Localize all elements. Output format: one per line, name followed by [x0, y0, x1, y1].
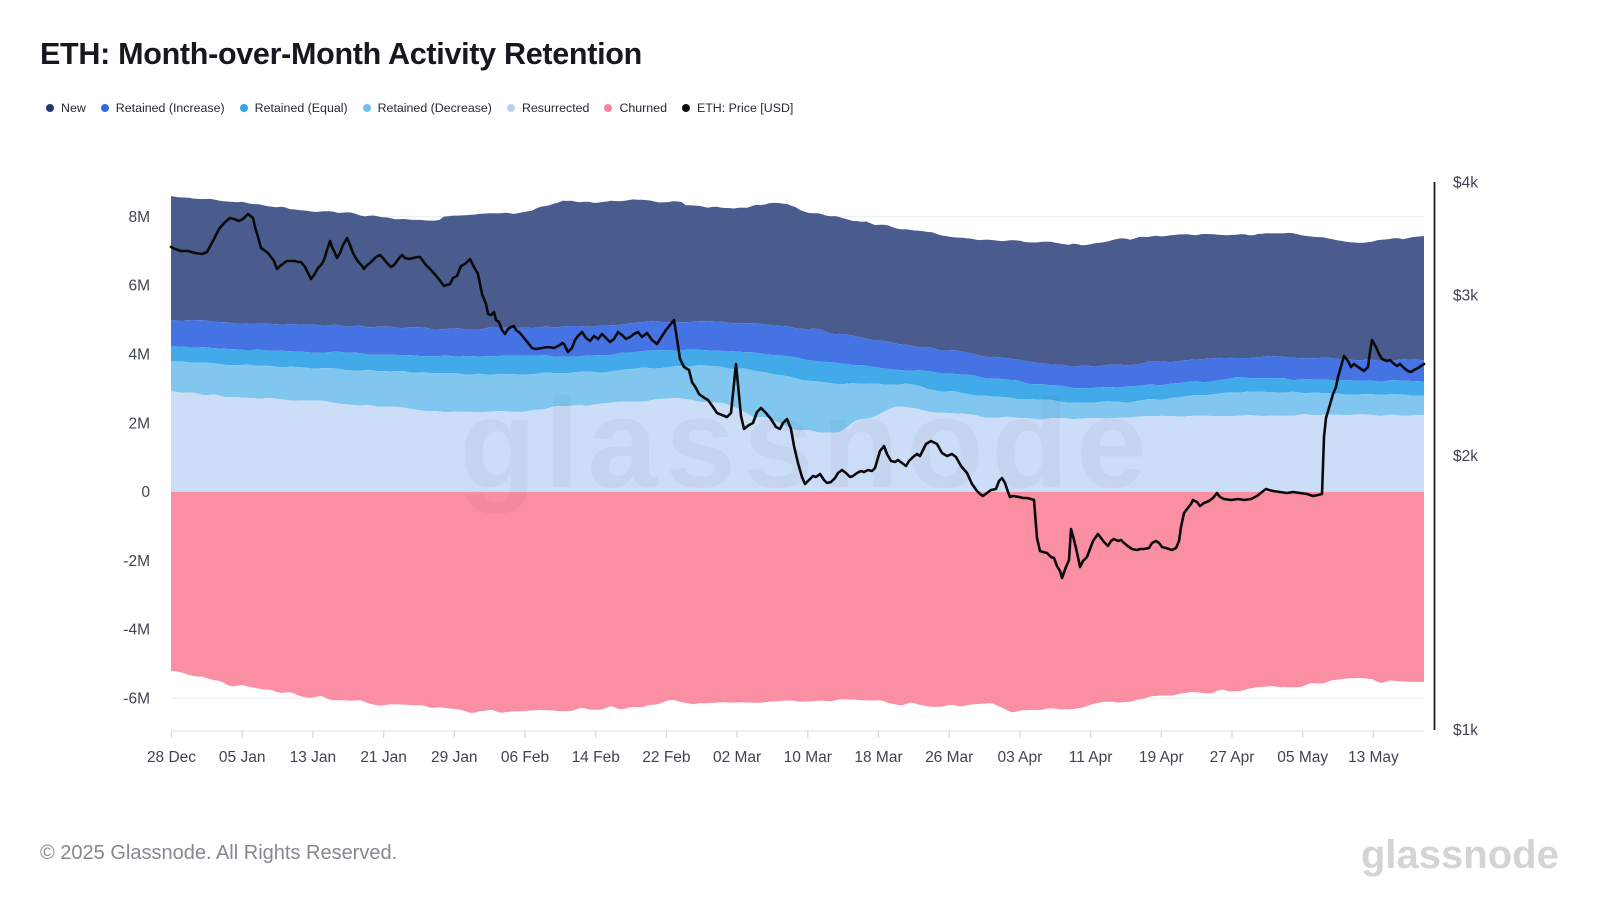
svg-text:6M: 6M — [128, 278, 150, 295]
svg-text:-2M: -2M — [123, 553, 150, 570]
svg-text:02 Mar: 02 Mar — [713, 749, 761, 766]
svg-text:05 Jan: 05 Jan — [219, 749, 266, 766]
svg-text:11 Apr: 11 Apr — [1069, 749, 1113, 766]
svg-text:-6M: -6M — [123, 691, 150, 708]
svg-text:0: 0 — [141, 484, 150, 501]
svg-text:28 Dec: 28 Dec — [147, 749, 196, 766]
svg-text:13 May: 13 May — [1348, 749, 1399, 766]
svg-text:2M: 2M — [128, 415, 150, 432]
svg-text:05 May: 05 May — [1277, 749, 1328, 766]
svg-text:03 Apr: 03 Apr — [997, 749, 1042, 766]
svg-text:-4M: -4M — [123, 622, 150, 639]
svg-text:glassnode: glassnode — [459, 373, 1154, 514]
svg-text:14 Feb: 14 Feb — [572, 749, 620, 766]
svg-text:26 Mar: 26 Mar — [925, 749, 973, 766]
svg-text:$4k: $4k — [1453, 175, 1478, 192]
svg-text:18 Mar: 18 Mar — [854, 749, 902, 766]
svg-text:$3k: $3k — [1453, 288, 1478, 305]
svg-text:27 Apr: 27 Apr — [1210, 749, 1255, 766]
svg-text:21 Jan: 21 Jan — [360, 749, 407, 766]
svg-text:8M: 8M — [128, 209, 150, 226]
svg-text:10 Mar: 10 Mar — [784, 749, 832, 766]
svg-text:13 Jan: 13 Jan — [290, 749, 337, 766]
svg-text:$2k: $2k — [1453, 448, 1478, 465]
svg-text:19 Apr: 19 Apr — [1139, 749, 1184, 766]
svg-text:$1k: $1k — [1453, 722, 1478, 739]
svg-text:29 Jan: 29 Jan — [431, 749, 478, 766]
svg-text:22 Feb: 22 Feb — [642, 749, 690, 766]
svg-text:4M: 4M — [128, 347, 150, 364]
svg-text:06 Feb: 06 Feb — [501, 749, 549, 766]
